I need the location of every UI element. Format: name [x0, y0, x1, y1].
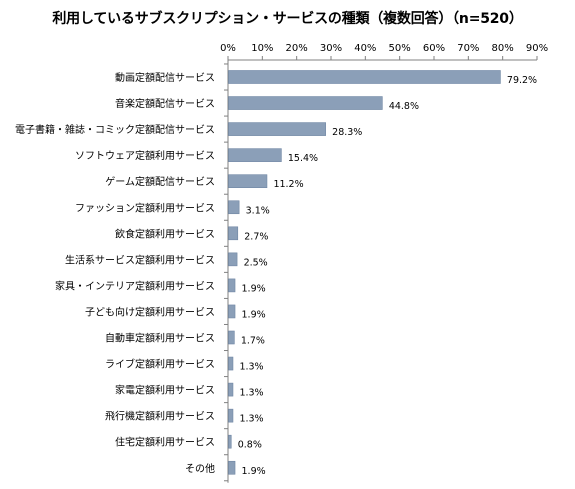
x-tick-label: 30% [320, 43, 342, 54]
value-label: 79.2% [507, 75, 537, 86]
bar [228, 70, 501, 84]
value-label: 2.5% [244, 257, 268, 268]
category-label: 音楽定額配信サービス [115, 97, 215, 110]
bar [228, 200, 240, 215]
x-tick-label: 40% [354, 43, 376, 54]
bar [228, 304, 236, 319]
x-tick-label: 10% [251, 43, 273, 54]
category-label: 自動車定額利用サービス [105, 332, 215, 345]
x-tick-label: 50% [389, 43, 411, 54]
bar [228, 122, 326, 136]
value-label: 2.7% [244, 231, 268, 242]
category-label: ソフトウェア定額利用サービス [75, 149, 215, 162]
value-label: 15.4% [288, 153, 318, 164]
bar [228, 226, 239, 241]
category-label: ファッション定額利用サービス [75, 201, 215, 214]
category-label: 家電定額利用サービス [115, 384, 215, 397]
x-tick-label: 60% [423, 43, 445, 54]
category-label: 生活系サービス定額利用サービス [65, 253, 215, 266]
value-label: 1.9% [242, 466, 266, 477]
x-tick-label: 0% [220, 43, 236, 54]
value-label: 1.3% [239, 388, 263, 399]
category-label: 住宅定額利用サービス [115, 436, 215, 449]
bar [228, 330, 235, 345]
bar [228, 174, 268, 188]
x-tick-label: 80% [492, 43, 514, 54]
x-tick-label: 90% [526, 43, 548, 54]
bar [228, 278, 236, 293]
value-label: 44.8% [389, 101, 419, 112]
value-label: 1.3% [239, 414, 263, 425]
value-label: 11.2% [273, 179, 303, 190]
value-label: 0.8% [238, 440, 262, 451]
value-label: 1.9% [242, 283, 266, 294]
category-label: 子ども向け定額利用サービス [85, 305, 215, 318]
bar [228, 252, 238, 267]
category-label: 飲食定額利用サービス [115, 227, 215, 240]
x-tick-label: 20% [286, 43, 308, 54]
bar [228, 148, 282, 162]
bar [228, 356, 234, 371]
category-label: 家具・インテリア定額利用サービス [55, 279, 215, 292]
category-label: 電子書籍・雑誌・コミック定額配信サービス [15, 123, 215, 136]
category-label: ゲーム定額配信サービス [105, 175, 215, 188]
bar [228, 408, 234, 423]
category-label: ライブ定額利用サービス [105, 358, 215, 371]
bar [228, 460, 236, 475]
value-label: 3.1% [246, 205, 270, 216]
value-label: 1.3% [239, 362, 263, 373]
x-tick-label: 70% [457, 43, 479, 54]
bar [228, 382, 234, 397]
chart-title: 利用しているサブスクリプション・サービスの種類（複数回答）（n=520） [52, 11, 523, 27]
bar [228, 96, 383, 110]
category-label: その他 [185, 462, 215, 475]
category-label: 飛行機定額利用サービス [105, 410, 215, 423]
value-label: 1.9% [242, 309, 266, 320]
value-label: 1.7% [241, 336, 265, 347]
category-label: 動画定額配信サービス [115, 71, 215, 84]
bar [228, 434, 232, 449]
value-label: 28.3% [332, 127, 362, 138]
